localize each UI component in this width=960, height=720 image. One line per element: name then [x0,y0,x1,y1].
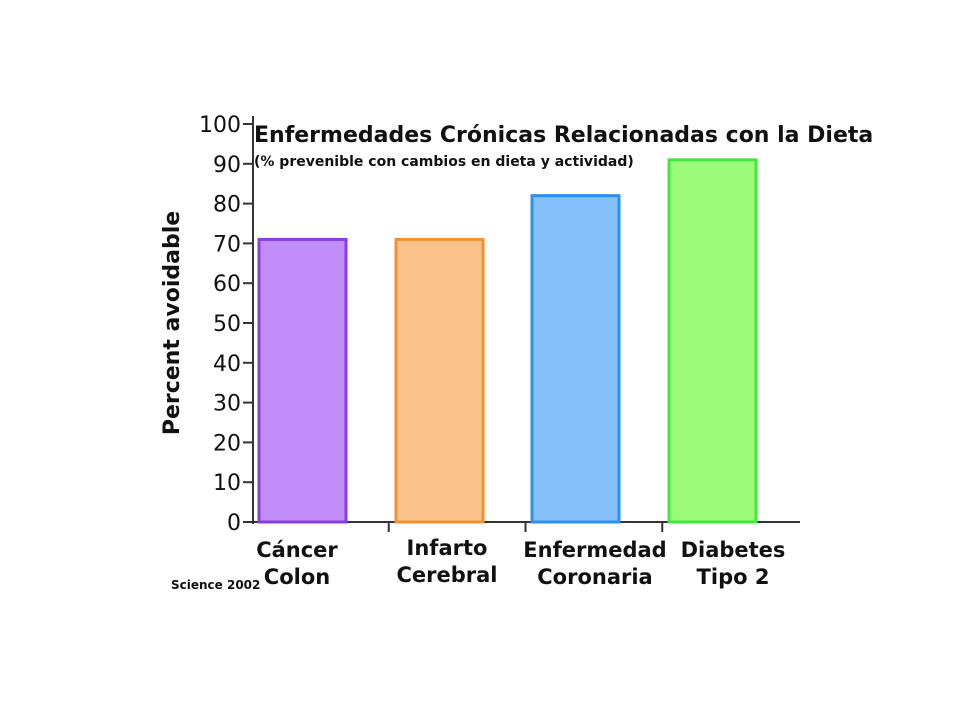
y-tick-label: 70 [213,232,241,257]
y-tick-label: 90 [213,153,241,178]
bars [257,158,758,524]
y-tick-label: 0 [227,511,241,536]
y-tick-label: 60 [213,272,241,297]
y-tick-label: 20 [213,431,241,456]
y-axis-label: Percent avoidable [160,211,185,435]
chart-subtitle: (% prevenible con cambios en dieta y act… [254,154,634,170]
bar [257,237,348,524]
y-tick-label: 30 [213,392,241,417]
bar [530,194,621,524]
x-tick-labels: Cáncer Colon Infarto Cerebral Enfermedad Coro… [256,536,785,589]
x-tick-label: Enfermedad Coronaria [523,538,666,589]
axes: 0 10 20 30 40 50 60 70 80 90 100 [199,113,800,536]
chart-title: Enfermedades Crónicas Relacionadas con l… [254,123,873,148]
bar [394,237,485,524]
y-tick-label: 80 [213,193,241,218]
y-tick-label: 50 [213,312,241,337]
x-tick-label: Infarto Cerebral [396,536,497,587]
source-note: Science 2002 [171,578,260,592]
x-tick-label: Cáncer Colon [256,538,338,589]
bar [667,158,758,524]
y-tick-label: 40 [213,352,241,377]
y-tick-label: 10 [213,471,241,496]
y-tick-label: 100 [199,113,241,138]
x-tick-label: Diabetes Tipo 2 [681,538,786,589]
